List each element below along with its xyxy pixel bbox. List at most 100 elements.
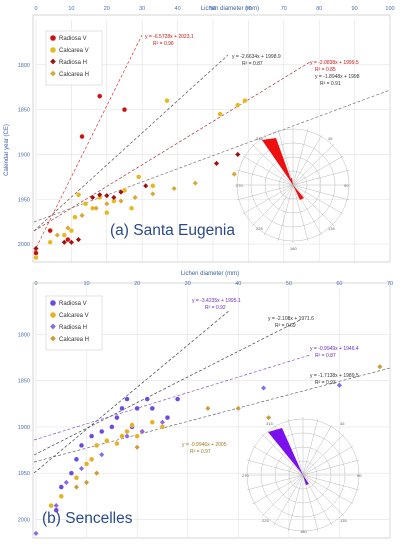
point-calcarea-v-a	[235, 102, 241, 108]
point-calcarea-h-b	[205, 405, 211, 411]
rose-label-90-b: 90	[357, 473, 362, 478]
trendline-radiosa-h-a	[33, 61, 311, 232]
point-radiosa-v-b	[109, 424, 115, 430]
point-radiosa-v-b	[175, 396, 181, 402]
point-calcarea-v-b	[129, 422, 135, 428]
trendline-calcarea-h-b	[33, 367, 391, 463]
point-calcarea-v-a	[150, 183, 156, 189]
point-radiosa-v-a	[97, 93, 103, 99]
point-radiosa-v-a	[65, 237, 71, 243]
point-radiosa-v-b	[73, 456, 80, 462]
y-tick-label-b: 1800	[18, 332, 30, 338]
point-radiosa-v-a	[47, 228, 53, 234]
r2-label-1-a: R² = 0.96	[153, 41, 174, 47]
scatter-points-a	[33, 93, 248, 261]
point-radiosa-v-a	[121, 107, 128, 113]
rose-label-270-a: 270	[236, 183, 243, 188]
x-tick-label-b: 20	[134, 281, 140, 287]
rose-label-135-a: 135	[328, 226, 335, 231]
point-radiosa-v-b	[114, 415, 120, 421]
y-tick-labels-b: 1800 1850 1900 1950 2000	[18, 332, 30, 523]
rose-label-135-b: 135	[340, 518, 347, 523]
rose-label-225-b: 225	[262, 518, 269, 523]
point-calcarea-v-a	[75, 192, 82, 198]
point-calcarea-v-b	[114, 441, 120, 447]
r2-label-2-b: R² = 0.69	[275, 323, 296, 329]
point-calcarea-v-a	[72, 214, 78, 220]
rose-petal-a	[262, 138, 293, 185]
panel-title-a: (a) Santa Eugenia	[110, 222, 235, 239]
legend-label-radiosa-v-a: Radiosa V	[59, 36, 87, 42]
rose-label-90-a: 90	[344, 183, 349, 188]
x-tick-label-a: 20	[104, 6, 110, 12]
point-calcarea-v-a	[129, 205, 135, 211]
panel-sencelles: 0 10 20 30 40 50 60 70 1800 1850 1900 1950 2000 Lic…	[18, 271, 393, 539]
point-calcarea-v-b	[124, 428, 130, 435]
x-tick-label-a: 60	[245, 6, 251, 12]
point-radiosa-h-a	[68, 239, 74, 245]
point-radiosa-v-b	[149, 405, 155, 411]
x-tick-label-a: 80	[316, 6, 322, 12]
point-radiosa-v-b	[99, 428, 105, 435]
rose-label-270-b: 270	[242, 473, 249, 478]
panel-santa-eugenia: 0 10 20 30 40 50 60 70 80 90 100 1800 1850 1900 1950 2…	[4, 6, 395, 263]
point-radiosa-v-b	[164, 415, 171, 421]
point-calcarea-v-b	[159, 424, 165, 430]
legend-label-calcarea-v-b: Calcarea V	[59, 313, 89, 319]
legend-label-radiosa-h-b: Radiosa H	[59, 325, 87, 331]
rose-diagram-a: 45 270 90 225 135 180 315	[235, 127, 351, 251]
y-tick-label-b: 1950	[18, 471, 30, 477]
x-tick-label-a: 50	[210, 6, 216, 12]
x-tick-label-a: 40	[175, 6, 181, 12]
trendline-radiosa-v-b	[33, 309, 231, 474]
scatter-points-b	[33, 364, 383, 536]
rose-label-180-b: 180	[300, 529, 307, 534]
x-axis-label-a: Lichen diameter (mm)	[201, 6, 259, 12]
point-calcarea-v-a	[68, 228, 74, 234]
rose-label-45-b: 45	[340, 421, 345, 426]
point-calcarea-v-a	[61, 232, 67, 238]
y-tick-label-b: 1850	[18, 379, 30, 385]
rose-petal-b	[268, 428, 303, 475]
eq-label-2-a: y = -2.6634x + 1998.9	[232, 54, 281, 60]
point-radiosa-h-b	[336, 382, 342, 388]
x-tick-labels-a: 0 10 20 30 40 50 60 70 80 90 100	[34, 6, 394, 12]
point-radiosa-h-b	[261, 385, 267, 391]
y-tick-label-a: 1900	[18, 152, 30, 158]
point-radiosa-v-b	[134, 405, 140, 411]
point-calcarea-v-b	[84, 461, 90, 467]
eq-label-2-b: y = -2.108x + 1971.6	[268, 316, 314, 322]
y-tick-label-a: 1800	[18, 63, 30, 69]
legend-label-calcarea-v-a: Calcarea V	[59, 48, 89, 54]
trendline-calcarea-h-a	[33, 89, 391, 223]
rose-petal-tiny-a	[290, 178, 293, 185]
trendlines-b	[33, 309, 391, 474]
legend-label-radiosa-v-b: Radiosa V	[59, 301, 87, 307]
r2-label-4-b: R² = 0.93	[315, 380, 336, 386]
rose-label-45-a: 45	[328, 136, 333, 141]
legend-label-calcarea-h-b: Calcarea H	[59, 337, 89, 343]
point-radiosa-h-a	[235, 151, 241, 157]
x-tick-label-b: 50	[286, 281, 292, 287]
point-calcarea-v-b	[58, 493, 64, 499]
point-radiosa-h-a	[104, 193, 110, 199]
x-tick-label-a: 10	[68, 6, 74, 12]
eq-label-1-b: y = -3.4235x + 1995.1	[192, 298, 241, 304]
rose-petal-small-b	[303, 475, 309, 485]
legend-marker-calcarea-v-b	[50, 312, 56, 318]
eq-label-3-b: y = -0.9949x + 1946.4	[310, 346, 359, 352]
r2-label-5-b: R² = 0.97	[190, 449, 211, 455]
y-tick-label-b: 1900	[18, 425, 30, 431]
point-radiosa-v-a	[79, 133, 85, 140]
point-calcarea-v-b	[119, 433, 125, 439]
x-tick-label-b: 70	[387, 281, 393, 287]
point-radiosa-h-b	[63, 479, 69, 485]
eq-label-3-a: y = -2.0838x + 1999.5	[310, 60, 359, 66]
point-radiosa-h-a	[97, 192, 103, 198]
rose-label-315-b: 315	[266, 421, 273, 426]
x-tick-label-a: 30	[139, 6, 145, 12]
legend-a: Radiosa V Calcarea V Radiosa H Calcarea …	[45, 30, 103, 86]
point-calcarea-h-b	[377, 364, 383, 370]
y-tick-label-a: 1950	[18, 197, 30, 203]
